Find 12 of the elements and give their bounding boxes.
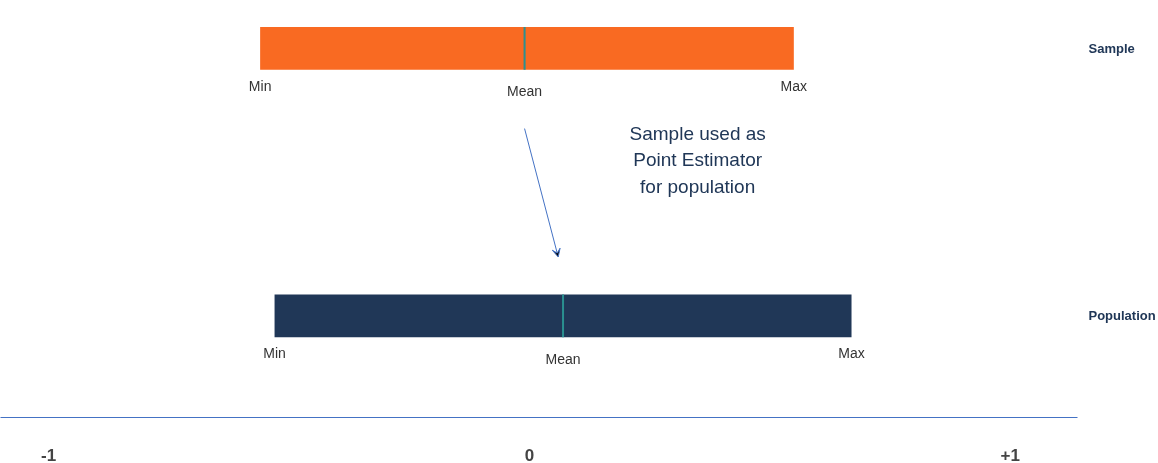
y-tick-label: Sample — [1088, 40, 1135, 56]
annotation: Sample used as Point Estimator for population — [629, 123, 766, 197]
annotation: Min — [263, 345, 286, 362]
annotation: Mean — [507, 83, 543, 100]
annotation: Min — [248, 77, 272, 94]
annotation: Max — [838, 345, 865, 362]
x-tick-label: -1 — [41, 445, 57, 463]
annotation: Max — [780, 77, 808, 94]
annotation: Mean — [545, 350, 581, 367]
x-tick-label: +1 — [1000, 445, 1020, 463]
x-tick-label: 0 — [524, 445, 535, 463]
y-tick-label: Population — [1088, 308, 1156, 324]
